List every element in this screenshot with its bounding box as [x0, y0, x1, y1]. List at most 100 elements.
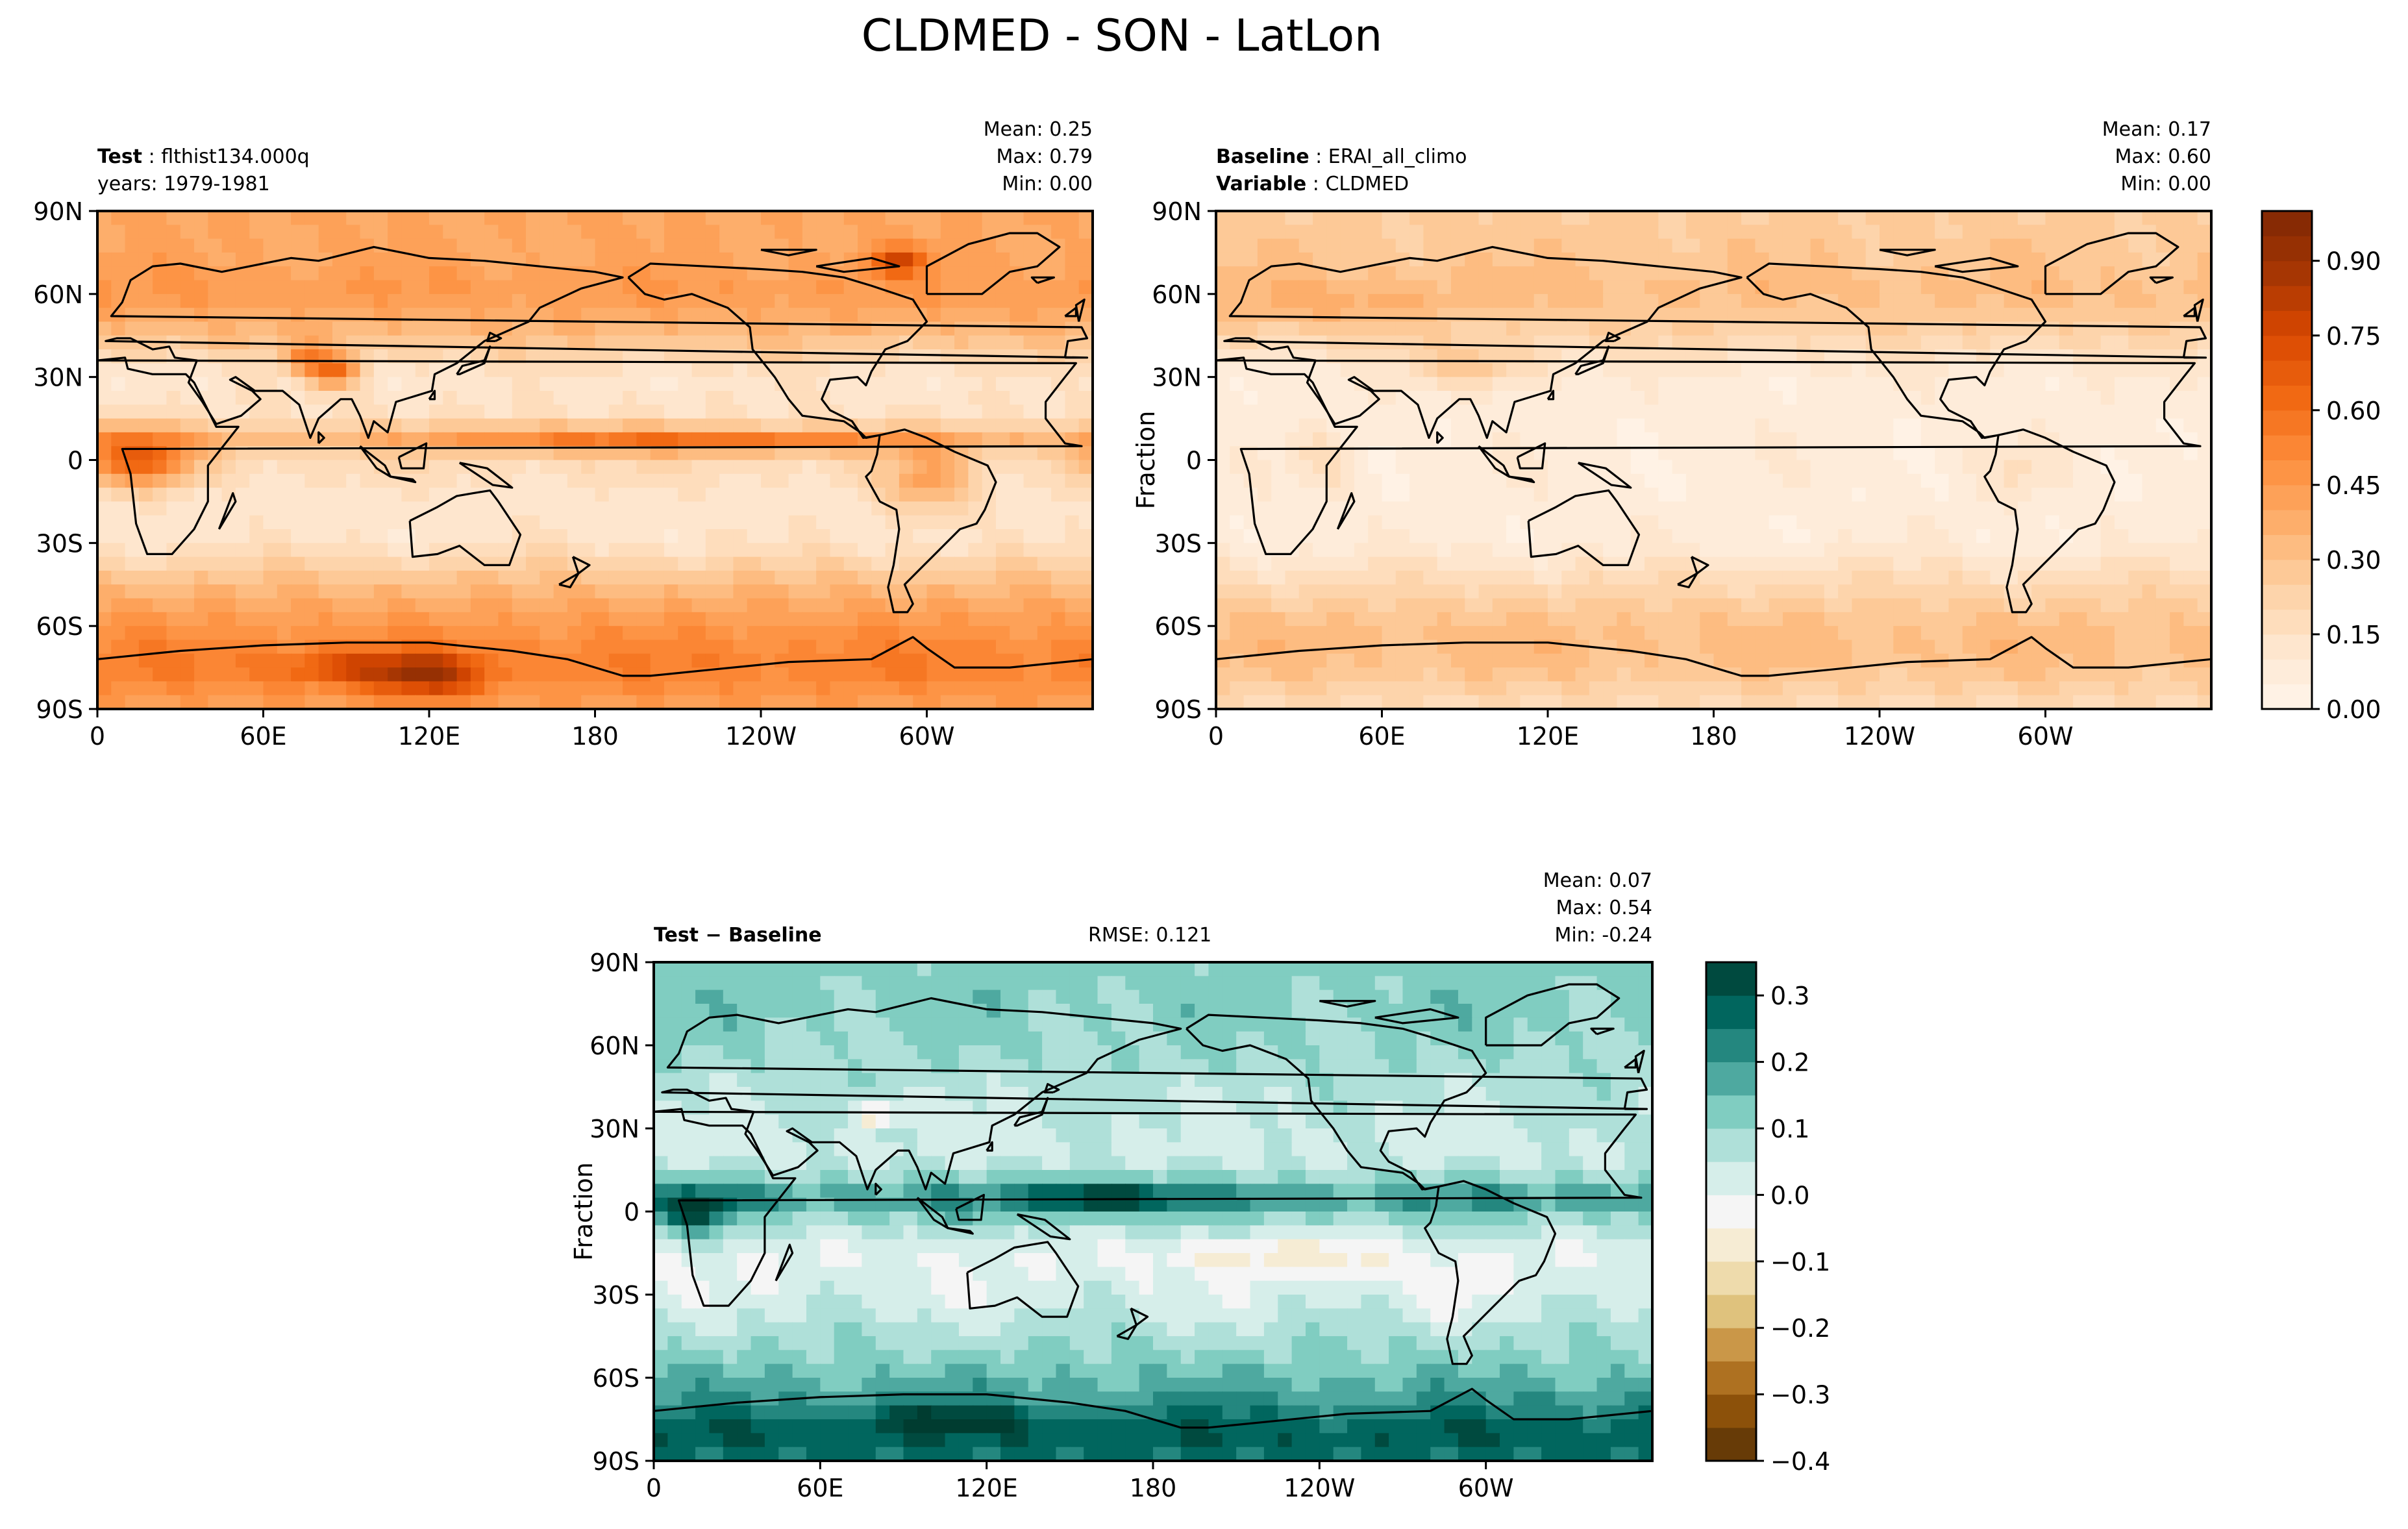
field-cell — [2197, 473, 2211, 488]
field-cell — [650, 695, 665, 709]
field-cell — [1561, 321, 1576, 336]
field-cell — [235, 598, 251, 613]
field-cell — [263, 653, 278, 668]
field-cell — [1935, 473, 1950, 488]
field-cell — [1285, 653, 1300, 668]
field-cell — [650, 460, 665, 475]
field-cell — [553, 446, 568, 461]
field-cell — [1423, 612, 1438, 627]
field-cell — [1368, 653, 1383, 668]
field-cell — [125, 418, 140, 433]
field-cell — [1645, 570, 1659, 586]
field-cell — [1796, 556, 1811, 571]
field-cell — [2128, 570, 2143, 586]
field-cell — [1741, 515, 1756, 530]
field-cell — [871, 308, 886, 323]
field-cell — [153, 529, 168, 544]
field-cell — [608, 612, 623, 627]
field-cell — [125, 377, 140, 392]
field-cell — [788, 695, 803, 709]
field-cell — [719, 321, 734, 336]
field-cell — [1727, 363, 1742, 378]
field-cell — [429, 293, 444, 308]
field-cell — [608, 308, 623, 323]
field-cell — [1271, 653, 1286, 668]
field-cell — [429, 570, 444, 586]
field-cell — [1948, 640, 1963, 654]
field-cell — [968, 667, 983, 682]
field-cell — [1645, 280, 1659, 295]
field-cell — [1492, 626, 1507, 641]
field-cell — [304, 488, 319, 503]
field-cell — [2114, 556, 2129, 571]
field-cell — [304, 695, 319, 709]
field-cell — [623, 653, 638, 668]
field-cell — [705, 390, 720, 406]
field-cell — [705, 473, 720, 488]
field-cell — [940, 640, 955, 654]
field-cell — [968, 556, 983, 571]
field-cell — [926, 612, 941, 627]
field-cell — [291, 211, 306, 226]
field-cell — [650, 501, 665, 516]
field-cell — [1078, 488, 1093, 503]
field-cell — [1575, 211, 1590, 226]
field-cell — [1935, 570, 1950, 586]
field-cell — [1755, 488, 1770, 503]
field-cell — [1865, 363, 1880, 378]
field-cell — [415, 404, 430, 419]
field-cell — [194, 543, 209, 558]
field-cell — [719, 266, 734, 281]
field-cell — [360, 695, 375, 709]
field-cell — [484, 667, 499, 682]
field-cell — [678, 446, 693, 461]
field-cell — [1755, 543, 1770, 558]
field-cell — [553, 612, 568, 627]
field-cell — [567, 460, 582, 475]
field-cell — [678, 349, 693, 364]
field-cell — [1935, 252, 1950, 267]
field-cell — [1893, 529, 1908, 544]
field-cell — [388, 695, 403, 709]
field-cell — [1645, 266, 1659, 281]
field-cell — [1769, 418, 1783, 433]
field-cell — [401, 681, 416, 696]
field-cell — [1023, 308, 1038, 323]
field-cell — [1865, 418, 1880, 433]
field-cell — [2059, 390, 2074, 406]
field-cell — [526, 501, 541, 516]
field-cell — [1037, 418, 1052, 433]
field-cell — [830, 501, 845, 516]
field-cell — [650, 446, 665, 461]
field-cell — [1492, 501, 1507, 516]
field-cell — [2059, 377, 2074, 392]
stat-max-label: Max: — [997, 145, 1043, 168]
field-cell — [1630, 238, 1645, 253]
field-cell — [788, 308, 803, 323]
field-cell — [1810, 473, 1825, 488]
field-cell — [415, 225, 430, 240]
field-cell — [2059, 308, 2074, 323]
field-cell — [1893, 280, 1908, 295]
field-cell — [858, 501, 873, 516]
field-cell — [1672, 266, 1687, 281]
field-cell — [1216, 404, 1231, 419]
field-cell — [664, 529, 679, 544]
field-cell — [1354, 460, 1369, 475]
field-cell — [540, 321, 554, 336]
field-cell — [526, 695, 541, 709]
field-cell — [830, 473, 845, 488]
field-cell — [1824, 570, 1839, 586]
field-cell — [650, 377, 665, 392]
field-cell — [1672, 404, 1687, 419]
field-cell — [761, 252, 776, 267]
field-cell — [1409, 308, 1424, 323]
field-cell — [318, 570, 333, 586]
field-cell — [2183, 488, 2198, 503]
field-cell — [678, 363, 693, 378]
field-cell — [1893, 640, 1908, 654]
field-cell — [1672, 626, 1687, 641]
field-cell — [678, 488, 693, 503]
field-cell — [346, 584, 361, 599]
field-cell — [1920, 626, 1935, 641]
